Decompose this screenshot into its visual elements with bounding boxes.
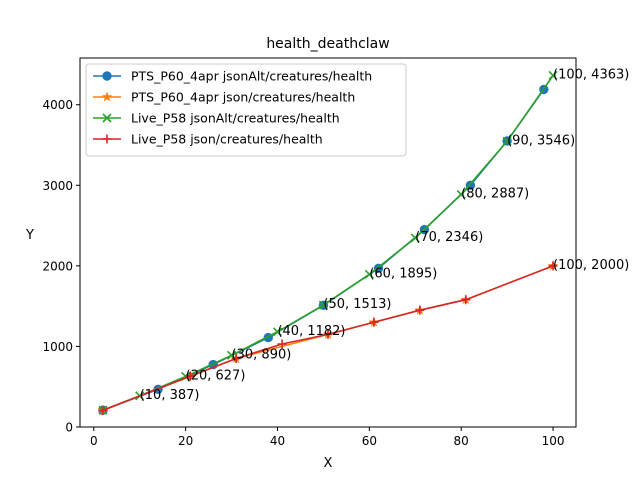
data-label: (70, 2346) bbox=[415, 230, 483, 245]
chart-title: health_deathclaw bbox=[266, 36, 389, 52]
legend-label-2: PTS_P60_4apr json/creatures/health bbox=[131, 90, 355, 105]
x-tick-label: 60 bbox=[362, 434, 377, 448]
series-3-point bbox=[364, 269, 374, 279]
series-4-point bbox=[369, 317, 379, 327]
legend: PTS_P60_4apr jsonAlt/creatures/health PTS… bbox=[85, 63, 407, 157]
series-4-point bbox=[461, 295, 471, 305]
data-label: (100, 4363) bbox=[553, 67, 629, 82]
series-4-point bbox=[231, 354, 241, 364]
data-label: (30, 890) bbox=[232, 347, 292, 362]
series-3-point bbox=[502, 136, 512, 146]
y-tick-label: 2000 bbox=[42, 259, 73, 273]
y-tick-label: 3000 bbox=[42, 179, 73, 193]
legend-marker-3 bbox=[102, 113, 112, 123]
series-3-point bbox=[410, 233, 420, 243]
x-tick-label: 80 bbox=[454, 434, 469, 448]
series-4-point bbox=[415, 305, 425, 315]
data-label: (50, 1513) bbox=[323, 297, 391, 312]
legend-label-3: Live_P58 jsonAlt/creatures/health bbox=[131, 111, 340, 126]
data-label: (20, 627) bbox=[186, 368, 246, 383]
series-3-point bbox=[456, 189, 466, 199]
x-tick-label: 40 bbox=[270, 434, 285, 448]
data-label: (80, 2887) bbox=[461, 186, 529, 201]
y-tick-label: 4000 bbox=[42, 98, 73, 112]
data-label: (60, 1895) bbox=[369, 266, 437, 281]
series-4-point bbox=[98, 405, 108, 415]
x-tick-label: 100 bbox=[542, 434, 565, 448]
data-label: (90, 3546) bbox=[507, 133, 575, 148]
series-4-point bbox=[323, 329, 333, 339]
data-label: (10, 387) bbox=[140, 388, 200, 403]
legend-label-4: Live_P58 json/creatures/health bbox=[131, 132, 323, 147]
series-3-point bbox=[272, 327, 283, 337]
data-label: (100, 2000) bbox=[553, 258, 629, 273]
series-4-point bbox=[548, 261, 558, 271]
x-tick-label: 20 bbox=[178, 434, 193, 448]
legend-marker-1 bbox=[102, 71, 112, 81]
series-3-point bbox=[318, 300, 328, 310]
legend-marker-4 bbox=[102, 134, 112, 144]
legend-label-1: PTS_P60_4apr jsonAlt/creatures/health bbox=[131, 69, 372, 84]
data-label: (40, 1182) bbox=[277, 324, 345, 339]
y-tick-label: 0 bbox=[65, 421, 73, 435]
series-3-point bbox=[548, 70, 558, 81]
x-tick-label: 0 bbox=[90, 434, 98, 448]
legend-box bbox=[85, 63, 407, 157]
y-axis-label: Y bbox=[25, 228, 34, 243]
plot-frame bbox=[79, 57, 577, 428]
series-4-point bbox=[185, 371, 195, 381]
y-tick-label: 1000 bbox=[42, 340, 73, 354]
series-4-point bbox=[277, 339, 287, 349]
x-axis-label: X bbox=[324, 456, 333, 471]
legend-marker-2 bbox=[101, 91, 113, 102]
